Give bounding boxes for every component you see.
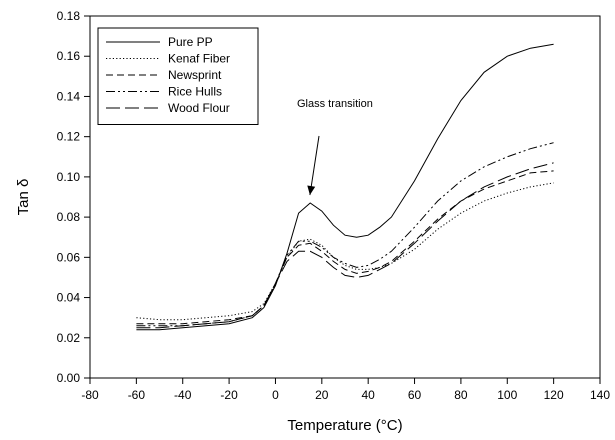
y-tick-label: 0.02 bbox=[57, 331, 81, 345]
y-axis-title: Tan δ bbox=[15, 179, 32, 216]
series-line-rice-hulls bbox=[136, 142, 554, 327]
x-axis-title: Temperature (°C) bbox=[287, 417, 402, 434]
x-tick-label: 20 bbox=[315, 388, 329, 402]
y-tick-label: 0.04 bbox=[57, 291, 81, 305]
series-line-pure-pp bbox=[136, 43, 554, 331]
x-tick-label: 100 bbox=[497, 388, 517, 402]
y-tick-label: 0.06 bbox=[57, 250, 81, 264]
y-axis: 0.00 0.02 0.04 0.06 0.08 0.10 0.12 0.14 0.16 0.18 bbox=[57, 9, 90, 385]
plot-area bbox=[89, 15, 601, 379]
annotation: Glass transition bbox=[297, 98, 373, 196]
y-tick-label: 0.10 bbox=[57, 170, 81, 184]
y-tick-label: 0.12 bbox=[57, 130, 81, 144]
y-tick-label: 0.16 bbox=[57, 49, 81, 63]
legend-label: Rice Hulls bbox=[168, 85, 222, 99]
x-tick-label: 60 bbox=[408, 388, 422, 402]
x-tick-label: 40 bbox=[362, 388, 376, 402]
x-tick-label: -40 bbox=[174, 388, 192, 402]
x-tick-label: -20 bbox=[220, 388, 238, 402]
series-line-kenaf-fiber bbox=[136, 182, 554, 321]
legend-label: Pure PP bbox=[168, 35, 213, 49]
y-tick-label: 0.18 bbox=[57, 9, 81, 23]
series-line-newsprint bbox=[136, 170, 554, 325]
y-tick-label: 0.14 bbox=[57, 89, 81, 103]
annotation-arrow bbox=[309, 135, 320, 196]
y-tick-label: 0.00 bbox=[57, 371, 81, 385]
x-tick-label: 80 bbox=[454, 388, 468, 402]
series-line-wood-flour bbox=[136, 162, 554, 329]
x-tick-label: 120 bbox=[544, 388, 564, 402]
x-tick-label: -80 bbox=[81, 388, 99, 402]
x-tick-label: 140 bbox=[590, 388, 610, 402]
x-tick-label: 0 bbox=[272, 388, 279, 402]
x-axis: -80 -60 -40 -20 0 20 40 60 80 100 120 140 bbox=[81, 378, 610, 402]
series-layer bbox=[136, 43, 554, 331]
annotation-arrowhead bbox=[307, 185, 316, 195]
x-tick-label: -60 bbox=[128, 388, 146, 402]
annotation-label: Glass transition bbox=[297, 98, 373, 110]
legend: Pure PP Kenaf Fiber Newsprint Rice Hulls Woo… bbox=[97, 27, 259, 125]
legend-box bbox=[97, 27, 259, 125]
legend-label: Newsprint bbox=[168, 68, 222, 82]
legend-label: Kenaf Fiber bbox=[168, 52, 230, 66]
y-tick-label: 0.08 bbox=[57, 210, 81, 224]
legend-label: Wood Flour bbox=[168, 101, 230, 115]
